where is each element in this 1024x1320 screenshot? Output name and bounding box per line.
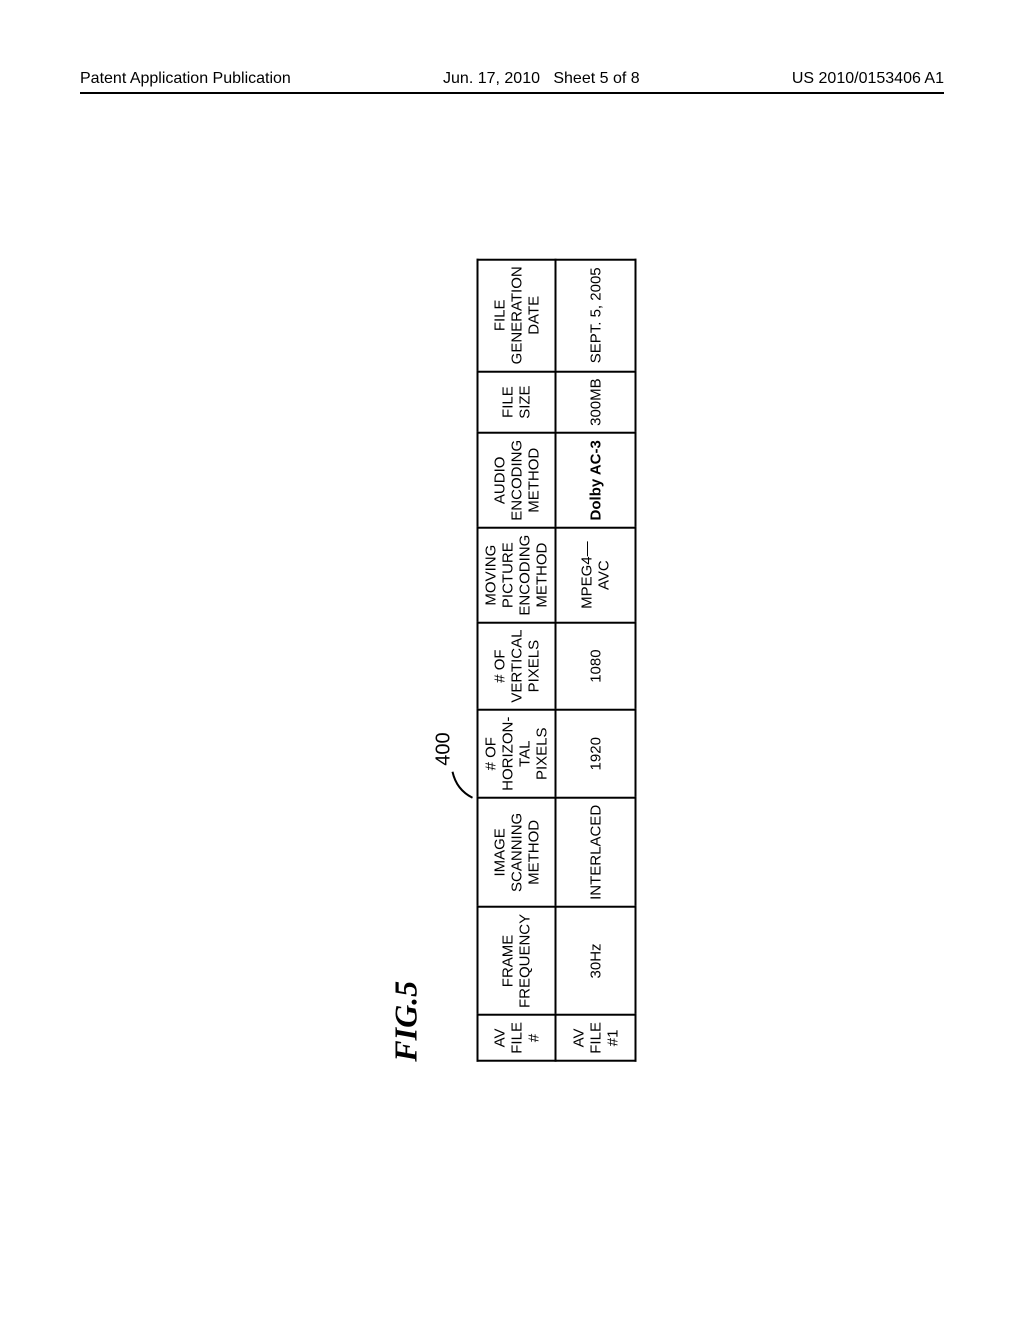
col-video-codec: MOVINGPICTUREENCODINGMETHOD (478, 528, 556, 623)
col-av-file: AV FILE # (478, 1015, 556, 1061)
page-header: Patent Application Publication Jun. 17, … (80, 70, 944, 94)
table-header-row: AV FILE # FRAMEFREQUENCY IMAGESCANNINGME… (478, 259, 556, 1060)
col-audio-codec: AUDIOENCODINGMETHOD (478, 433, 556, 528)
av-file-table: AV FILE # FRAMEFREQUENCY IMAGESCANNINGME… (477, 258, 637, 1061)
cell-frame-freq: 30Hz (556, 907, 636, 1015)
reference-number: 400 (433, 732, 456, 765)
publication-number: US 2010/0153406 A1 (792, 70, 944, 88)
cell-video-codec: MPEG4—AVC (556, 528, 636, 623)
col-frame-freq: FRAMEFREQUENCY (478, 907, 556, 1015)
figure-5: FIG.5 400 AV FILE # FRAMEFREQUENCY IMAGE… (388, 258, 637, 1061)
cell-audio-codec: Dolby AC-3 (556, 433, 636, 528)
col-file-size: FILE SIZE (478, 371, 556, 433)
cell-v-pixels: 1080 (556, 623, 636, 710)
publication-date: Jun. 17, 2010 (443, 70, 540, 87)
reference-callout: 400 (437, 258, 477, 801)
cell-file-size: 300MB (556, 371, 636, 433)
col-scan-method: IMAGESCANNINGMETHOD (478, 798, 556, 907)
col-v-pixels: # OFVERTICALPIXELS (478, 623, 556, 710)
cell-scan-method: INTERLACED (556, 798, 636, 907)
cell-av-file: AV FILE#1 (556, 1015, 636, 1061)
callout-leader-icon (451, 762, 477, 802)
col-h-pixels: # OFHORIZON-TALPIXELS (478, 710, 556, 798)
sheet-number: Sheet 5 of 8 (553, 70, 639, 87)
col-gen-date: FILEGENERATIONDATE (478, 259, 556, 371)
cell-gen-date: SEPT. 5, 2005 (556, 259, 636, 371)
figure-label: FIG.5 (388, 258, 425, 1061)
cell-h-pixels: 1920 (556, 710, 636, 798)
publication-type: Patent Application Publication (80, 70, 291, 88)
table-row: AV FILE#1 30Hz INTERLACED 1920 1080 MPEG… (556, 259, 636, 1060)
sheet-info: Jun. 17, 2010 Sheet 5 of 8 (443, 70, 640, 88)
